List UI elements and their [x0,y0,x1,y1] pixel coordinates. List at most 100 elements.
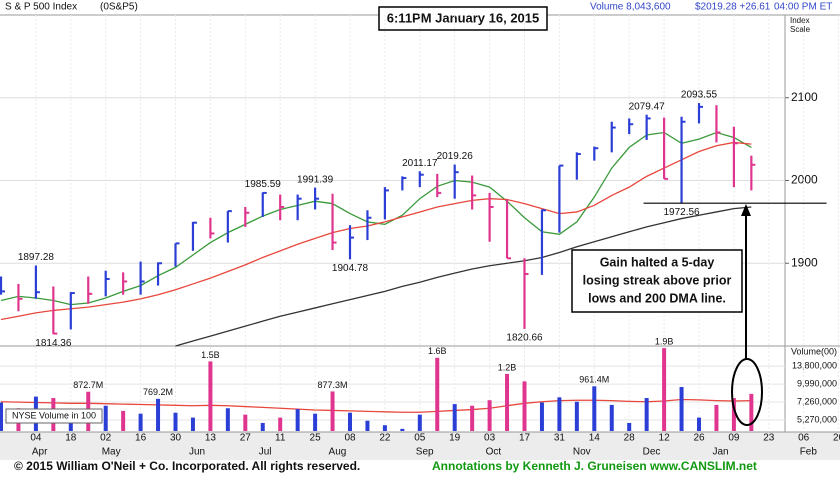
index-name: S & P 500 Index [5,2,77,13]
x-tick-label: 19 [449,433,461,444]
volume-bar [592,386,597,431]
volume-bar [190,417,195,431]
volume-bar [295,409,300,431]
x-tick-label: 30 [170,433,182,444]
annotation-box [571,249,743,313]
volume-bar [400,428,405,431]
volume-bar [208,361,213,431]
high-label: 2079.47 [629,101,666,112]
month-label: Sep [416,447,434,458]
x-tick-label: 23 [763,433,775,444]
x-tick-label: 06 [798,433,810,444]
annotation-text: losing streak above prior [583,273,732,287]
x-tick-label: 11 [275,433,286,444]
x-tick-label: 28 [624,433,636,444]
x-tick-label: 02 [100,433,112,444]
low-label: 1814.36 [35,338,72,349]
low-label: 1972.56 [663,207,700,218]
volume-tick-label: 9,990,000 [797,379,837,389]
high-label: 2019.26 [437,151,474,162]
high-label: 1897.28 [18,252,55,263]
volume-bar [662,348,667,431]
annotation-text: Gain halted a 5-day [600,255,715,269]
volume-bar [505,373,510,431]
timestamp: 6:11PM January 16, 2015 [387,10,540,25]
arrow-head [741,204,751,216]
volume-bar [313,413,318,431]
high-label: 1985.59 [245,179,282,190]
volume-bar [173,412,178,431]
volume-legend-box [5,408,103,424]
x-tick-label: 22 [379,433,391,444]
timestamp-box [378,6,548,31]
volume-bar [278,417,283,431]
volume-label: 769.2M [143,387,173,397]
volume-bar [539,402,544,431]
month-label: Jul [259,447,272,458]
volume-bar [487,400,492,431]
x-tick-label: 20 [833,433,840,444]
volume-bar [574,401,579,431]
x-tick-label: 18 [65,433,77,444]
high-label: 1991.39 [297,174,334,185]
volume-bar [470,405,475,431]
x-tick-label: 31 [554,433,566,444]
month-label: Apr [32,447,48,458]
volume-bar [382,425,387,431]
volume-bar [225,408,230,431]
moving-average [0,398,752,413]
volume-bar [156,398,161,431]
volume-label: 872.7M [73,380,103,390]
low-label: 1820.66 [506,333,543,344]
x-tick-label: 12 [659,433,671,444]
month-label: May [102,447,121,458]
x-tick-label: 09 [728,433,740,444]
x-tick-label: 25 [310,433,322,444]
x-tick-label: 26 [693,433,705,444]
x-tick-label: 04 [30,433,42,444]
y-tick-label: 1900 [791,255,818,269]
volume-header: Volume 8,043,600 [590,2,671,13]
volume-bar [435,357,440,431]
volume-bar [714,404,719,431]
volume-tick-label: 5,270,000 [797,414,837,424]
volume-bar [627,422,632,431]
volume-bar [749,393,754,431]
volume-tick-label: 7,260,000 [797,396,837,406]
month-label: Feb [800,447,818,458]
x-tick-label: 05 [414,433,426,444]
y-tick-label: 2100 [791,90,818,104]
volume-bar [452,404,457,431]
volume-bar [103,405,108,431]
volume-bar [522,381,527,431]
month-label: Oct [486,447,502,458]
scale-label: Index [790,16,810,25]
volume-highlight [731,358,763,426]
volume-bar [557,397,562,431]
high-label: 2011.17 [402,158,438,169]
high-label: 2093.55 [681,90,718,101]
annotation-text: lows and 200 DMA line. [588,291,726,305]
y-tick-label: 2000 [791,173,818,187]
x-tick-label: 27 [240,433,252,444]
volume-axis-label: Volume(00) [791,346,837,356]
volume-label: 961.4M [579,375,609,385]
month-label: Jun [189,447,205,458]
symbol: (0S&P5) [100,2,138,13]
x-tick-label: 03 [484,433,496,444]
volume-bar [731,398,736,431]
low-label: 1904.78 [332,263,369,274]
price-header: $2019.28 +26.61 [695,2,771,13]
x-tick-label: 13 [205,433,217,444]
volume-label: 1.6B [428,346,447,356]
time-header: 04:00 PM ET [774,2,832,13]
volume-label: 1.5B [201,350,220,360]
moving-average [175,206,752,347]
moving-average [0,141,752,321]
month-label: Jan [712,447,728,458]
moving-average [0,131,752,306]
volume-bar [330,391,335,431]
volume-bar [697,417,701,431]
volume-bar [679,386,684,431]
